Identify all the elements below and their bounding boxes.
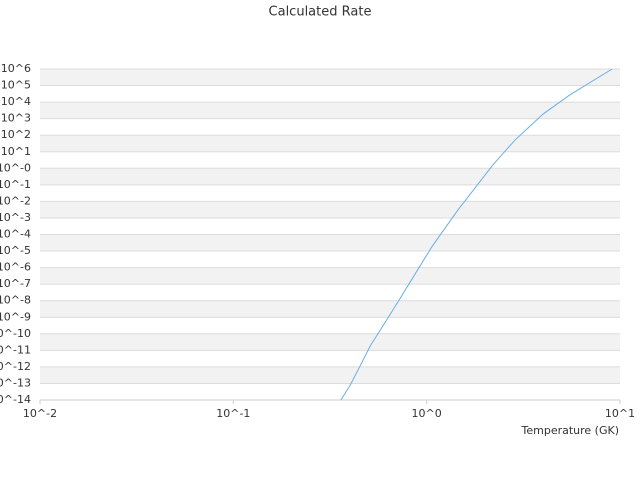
y-tick-label: 10^-6 (0, 261, 31, 274)
chart-title: Calculated Rate (269, 5, 372, 20)
y-tick-label: 10^-3 (0, 211, 31, 224)
y-tick-label: 10^5 (1, 79, 31, 92)
x-axis-label: Temperature (GK) (521, 424, 620, 437)
y-tick-label: 10^-1 (0, 178, 31, 191)
y-tick-label: 10^-2 (0, 194, 31, 207)
grid-band (40, 135, 620, 152)
y-tick-label: 10^-9 (0, 310, 31, 323)
grid-band (40, 267, 620, 285)
y-tick-label: 10^-4 (0, 228, 31, 241)
y-tick-label: 10^-5 (0, 244, 31, 257)
grid-band (40, 69, 620, 86)
grid-band (40, 102, 620, 119)
x-tick-label: 10^1 (605, 407, 635, 420)
line-series (340, 68, 613, 401)
grid-band (40, 201, 620, 218)
grid-band (40, 366, 620, 384)
x-tick-label: 10^0 (412, 407, 442, 420)
y-tick-label: 10^-11 (0, 343, 31, 356)
y-tick-label: 10^-12 (0, 360, 31, 373)
y-tick-label: 10^2 (1, 128, 31, 141)
y-tick-label: 10^4 (1, 95, 31, 108)
grid-band (40, 234, 620, 252)
y-tick-label: 10^6 (1, 62, 31, 75)
grid-band (40, 168, 620, 185)
y-tick-label: 10^3 (1, 112, 31, 125)
grid-band (40, 300, 620, 318)
y-tick-label: 10^-10 (0, 327, 31, 340)
x-tick-label: 10^-2 (23, 407, 57, 420)
y-tick-label: 10^-14 (0, 393, 31, 406)
y-tick-label: 10^-7 (0, 277, 31, 290)
y-tick-label: 10^1 (1, 145, 31, 158)
y-tick-label: 10^-13 (0, 376, 31, 389)
y-tick-label: 10^-8 (0, 294, 31, 307)
x-tick-label: 10^-1 (216, 407, 250, 420)
y-tick-label: 10^-0 (0, 161, 31, 174)
grid-band (40, 333, 620, 351)
